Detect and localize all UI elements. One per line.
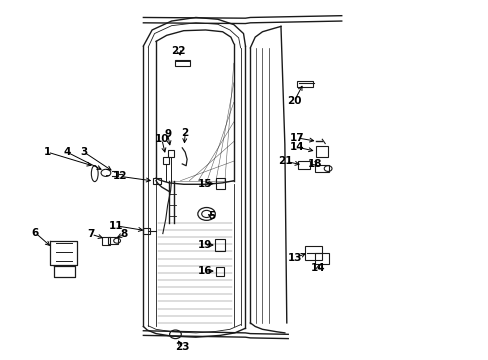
Text: 3: 3	[80, 147, 87, 157]
Bar	[167, 150, 173, 157]
Text: 17: 17	[289, 133, 304, 143]
Text: 5: 5	[207, 211, 215, 221]
Bar	[215, 239, 224, 251]
Bar	[108, 237, 118, 244]
Text: 19: 19	[197, 240, 211, 250]
Text: 22: 22	[171, 46, 186, 56]
Bar	[216, 267, 224, 275]
Bar	[215, 178, 224, 189]
Bar	[316, 146, 328, 157]
Text: 8: 8	[120, 229, 127, 239]
Bar	[153, 178, 161, 184]
Bar	[102, 237, 110, 245]
Bar	[163, 157, 168, 164]
Bar	[297, 81, 312, 87]
Text: 11: 11	[108, 221, 122, 231]
Text: 13: 13	[288, 253, 302, 263]
Bar	[315, 253, 328, 264]
Text: 23: 23	[175, 342, 189, 352]
Text: 16: 16	[197, 266, 211, 276]
Text: 7: 7	[87, 229, 95, 239]
Text: 12: 12	[113, 171, 127, 181]
Text: 6: 6	[32, 228, 39, 238]
Text: 10: 10	[154, 134, 169, 144]
Text: 14: 14	[289, 142, 304, 152]
Text: 9: 9	[164, 129, 171, 139]
Bar	[305, 246, 322, 260]
Text: 21: 21	[278, 157, 292, 166]
Bar	[175, 60, 189, 66]
Text: 20: 20	[286, 96, 301, 107]
Text: 15: 15	[197, 179, 211, 189]
Bar	[297, 161, 309, 168]
Text: 4: 4	[63, 147, 71, 157]
Text: 1: 1	[44, 147, 51, 157]
Text: 14: 14	[310, 262, 325, 273]
Bar	[315, 165, 328, 172]
Bar	[142, 228, 149, 234]
Text: 18: 18	[307, 159, 322, 169]
Text: 2: 2	[181, 128, 188, 138]
